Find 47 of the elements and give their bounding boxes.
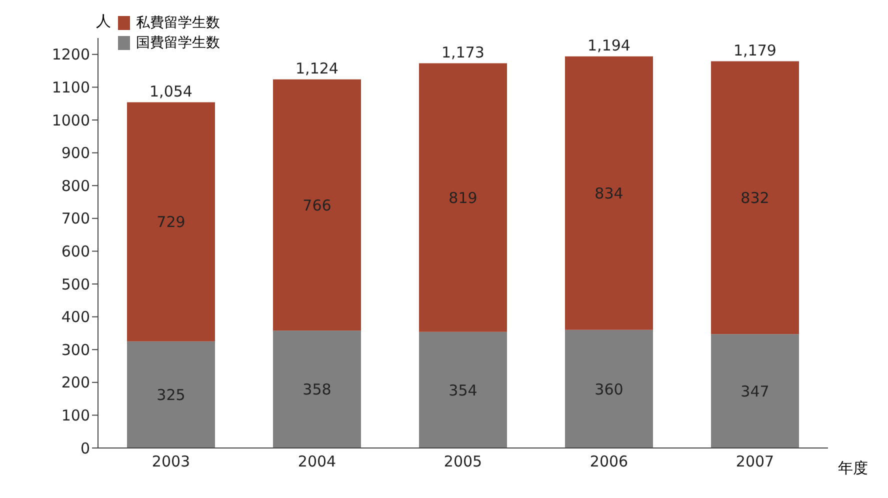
total-label: 1,194 [588,36,630,54]
x-tick-label: 2007 [736,452,774,471]
bar [419,63,507,332]
x-tick-label: 2005 [444,452,482,471]
bar [565,330,653,448]
y-tick-label: 800 [61,176,90,195]
y-tick-label: 100 [61,406,90,425]
data-label: 347 [740,382,770,400]
x-tick-label: 2006 [590,452,628,471]
data-label: 834 [594,184,624,202]
y-tick-label: 1000 [52,111,90,130]
bar [273,330,361,448]
bar [419,332,507,448]
data-label: 832 [740,189,770,208]
legend-label: 私費留学生数 [136,14,220,32]
y-tick-label: 200 [61,374,90,392]
data-label: 360 [594,380,624,398]
legend-label: 国費留学生数 [136,34,220,52]
x-tick-label: 2004 [298,452,336,471]
y-axis-title: 人 [96,12,111,31]
total-label: 1,124 [296,59,338,78]
data-label: 766 [302,196,332,214]
y-tick-label: 1100 [52,78,90,97]
total-label: 1,054 [150,82,192,100]
x-axis-title: 年度 [838,459,868,478]
y-tick-label: 700 [61,210,90,228]
bar [565,56,653,330]
data-label: 358 [302,380,332,399]
bar [127,102,215,342]
y-tick-label: 300 [61,340,90,359]
total-label: 1,179 [734,41,776,60]
bar [711,61,799,334]
bar [273,79,361,331]
y-tick-label: 0 [80,439,90,458]
y-tick-label: 400 [61,308,90,326]
y-tick-label: 900 [61,144,90,162]
y-tick-label: 1200 [52,46,90,64]
data-label: 325 [156,386,186,404]
total-label: 1,173 [442,43,484,62]
y-tick-label: 500 [61,275,90,294]
data-label: 729 [156,213,186,232]
y-tick-label: 600 [61,242,90,261]
bar [711,334,799,448]
bar [127,341,215,448]
data-label: 354 [448,381,478,400]
x-tick-label: 2003 [152,452,190,471]
data-label: 819 [448,188,478,207]
